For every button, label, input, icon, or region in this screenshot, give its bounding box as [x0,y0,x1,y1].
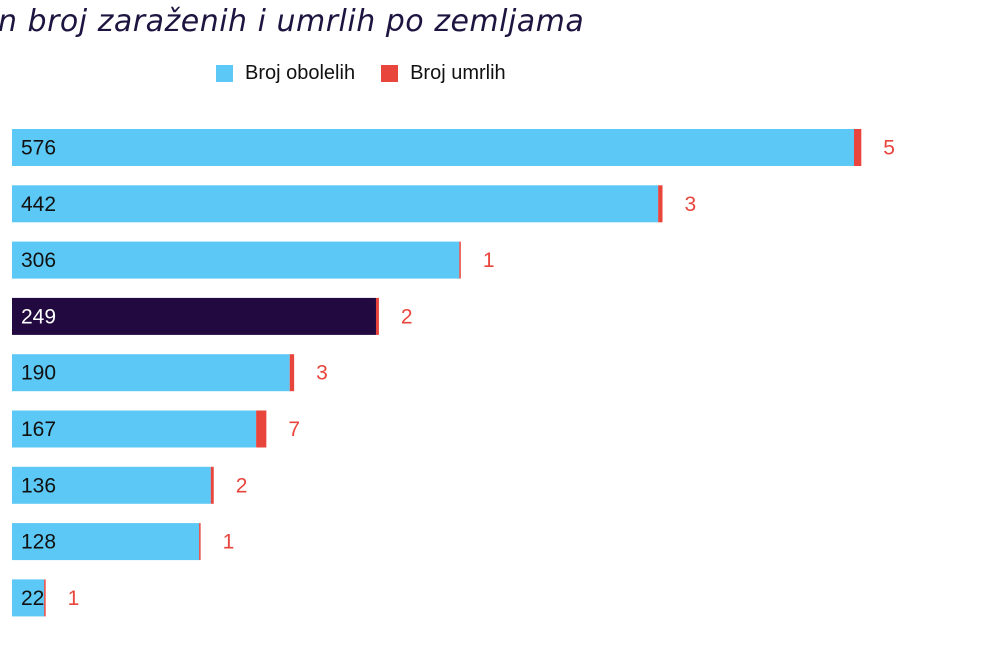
bar-deaths [289,354,295,392]
bar-cases [12,129,854,166]
label-deaths: 1 [68,587,80,610]
label-cases: 576 [21,137,56,160]
label-deaths: 1 [223,531,235,554]
bar-deaths [375,297,379,335]
legend-item-cases: Broj obolelih [216,62,355,85]
bar-cases [12,241,460,279]
bar-deaths [199,523,201,561]
label-deaths: 2 [401,305,413,328]
legend-label-deaths: Broj umrlih [410,62,506,84]
bar-cases [12,297,376,335]
legend: Broj obolelih Broj umrlih [216,62,532,85]
label-cases: 22 [21,587,44,610]
legend-item-deaths: Broj umrlih [381,62,506,85]
bar-cases [12,579,45,617]
label-cases: 167 [21,418,56,441]
bar-deaths [210,466,214,504]
legend-swatch-deaths [381,65,399,82]
label-deaths: 3 [685,193,697,216]
label-cases: 306 [21,249,56,272]
bar-cases [12,185,659,223]
bar-deaths [459,241,461,279]
legend-swatch-cases [216,65,233,82]
bar-deaths [44,579,46,617]
label-cases: 128 [21,531,56,554]
chart-title: n broj zaraženih i umrlih po zemljama [0,4,585,39]
label-deaths: 2 [236,474,248,497]
label-deaths: 5 [883,137,895,160]
label-cases: 136 [21,474,56,497]
bar-cases [12,410,257,448]
bar-cases [12,466,211,504]
bar-cases [12,354,290,392]
label-deaths: 7 [288,418,300,441]
label-cases: 442 [21,193,56,216]
label-deaths: 1 [483,249,495,272]
legend-label-cases: Broj obolelih [245,62,356,84]
bar-deaths [658,185,663,223]
label-cases: 249 [21,305,56,328]
bar-cases [12,523,200,561]
bar-deaths [854,129,862,166]
bar-deaths [256,410,267,448]
label-cases: 190 [21,362,56,385]
label-deaths: 3 [316,362,328,385]
